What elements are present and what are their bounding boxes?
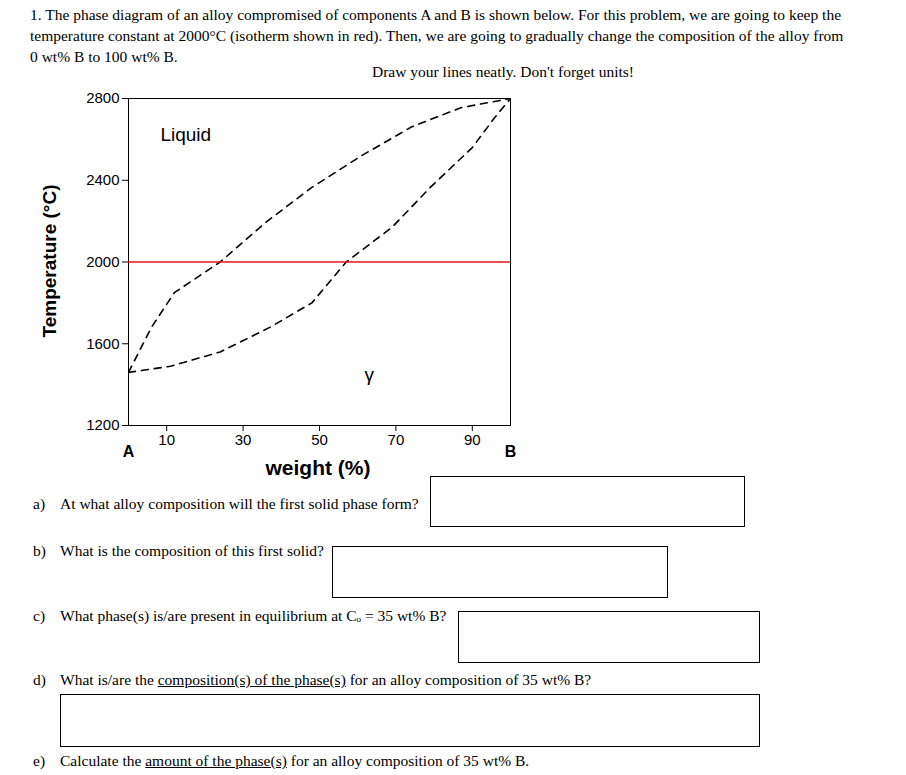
svg-text:90: 90 [464, 431, 481, 448]
html-text:1. The phase diagram of an all: 1. The phase diagram of an alloy comprom… [30, 6, 844, 65]
svg-text:1600: 1600 [86, 335, 119, 352]
svg-text:2400: 2400 [86, 171, 119, 188]
html-text:a): a) [33, 495, 45, 512]
html-text:What is the composition of thi: What is the composition of this first so… [60, 542, 324, 559]
svg-text:70: 70 [388, 431, 405, 448]
html-text:Draw your lines neatly. Don't: Draw your lines neatly. Don't forget uni… [372, 63, 634, 80]
svg-text:A: A [123, 443, 135, 460]
svg-text:30: 30 [235, 431, 252, 448]
svg-text:B: B [505, 443, 517, 460]
svg-text:Liquid: Liquid [160, 124, 211, 145]
html-text:What phase(s) is/are present i: What phase(s) is/are present in equilibr… [60, 607, 447, 624]
html-text:c): c) [33, 607, 45, 624]
html-text:At what alloy composition will: At what alloy composition will the first… [60, 495, 419, 512]
html-text:Temperature (°C): Temperature (°C) [39, 184, 60, 338]
html-text:e): e) [33, 752, 45, 769]
svg-text:2800: 2800 [86, 89, 119, 106]
html-text:b): b) [33, 542, 46, 559]
svg-text:2000: 2000 [86, 253, 119, 270]
html-text:What is/are the composition(s): What is/are the composition(s) of the ph… [60, 671, 592, 688]
svg-text:1200: 1200 [86, 416, 119, 433]
svg-text:10: 10 [158, 431, 175, 448]
html-text:Calculate the amount of the ph: Calculate the amount of the phase(s) for… [60, 752, 530, 769]
svg-text:50: 50 [311, 431, 328, 448]
html-text:weight (%): weight (%) [265, 456, 371, 479]
svg-text:γ: γ [364, 363, 374, 384]
html-text:d): d) [33, 671, 46, 688]
